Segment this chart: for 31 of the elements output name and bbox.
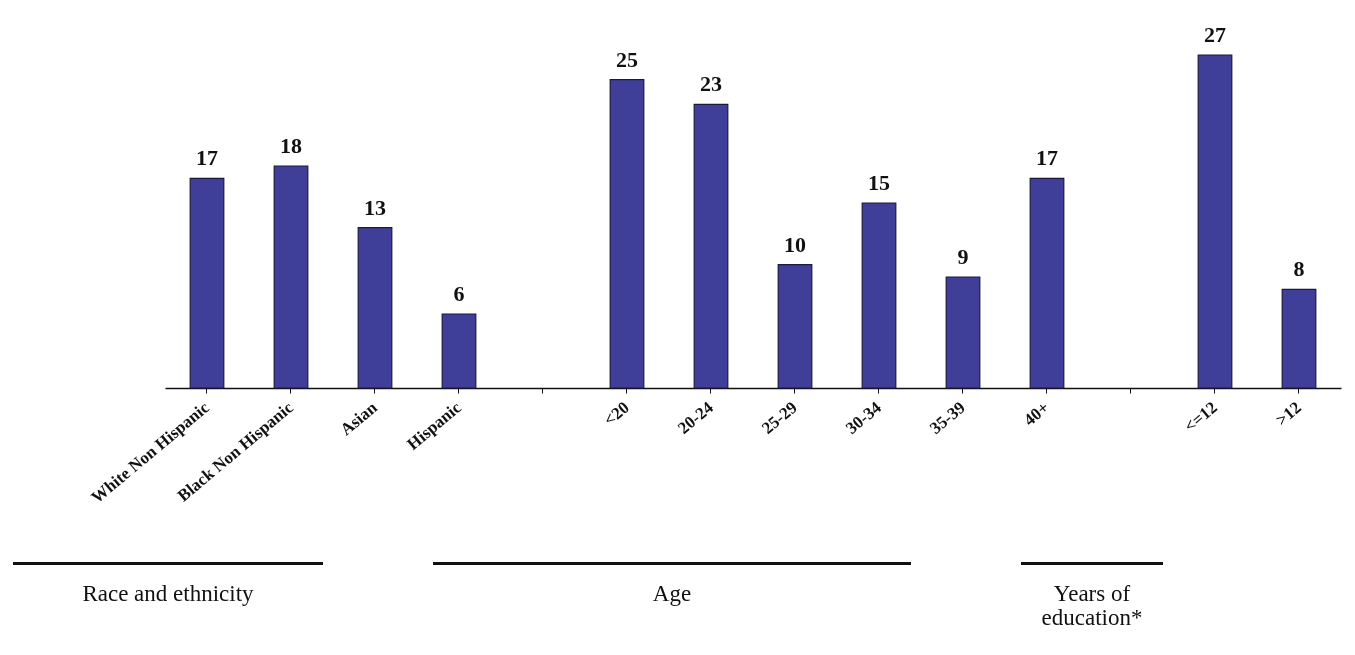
x-tick-label: <=12 bbox=[1180, 397, 1221, 436]
data-label: 6 bbox=[453, 281, 465, 306]
data-label: 10 bbox=[784, 231, 806, 257]
bar bbox=[273, 165, 309, 389]
data-label: 15 bbox=[868, 170, 890, 195]
bar bbox=[945, 276, 981, 389]
bar bbox=[441, 313, 477, 389]
bar bbox=[1029, 177, 1065, 389]
data-label: 9 bbox=[957, 244, 969, 269]
bar bbox=[777, 264, 813, 389]
bar bbox=[693, 103, 729, 389]
data-label: 17 bbox=[1036, 145, 1058, 171]
data-label: 8 bbox=[1293, 256, 1305, 282]
data-label: 23 bbox=[700, 71, 722, 97]
x-tick-label: <20 bbox=[600, 397, 633, 430]
bar bbox=[189, 177, 225, 389]
bar bbox=[1197, 54, 1233, 389]
bar bbox=[609, 79, 645, 389]
bar bbox=[1281, 288, 1317, 389]
x-tick-label: >12 bbox=[1272, 397, 1305, 430]
text: Age bbox=[651, 581, 693, 606]
data-label: 27 bbox=[1204, 22, 1226, 47]
data-label: 13 bbox=[364, 194, 386, 220]
bar bbox=[357, 227, 393, 389]
bar bbox=[861, 202, 897, 389]
data-label: 18 bbox=[280, 133, 302, 158]
data-label: 17 bbox=[196, 145, 218, 171]
x-tick-label: 40+ bbox=[1020, 397, 1053, 430]
text: Race and ethnicity bbox=[81, 581, 255, 606]
text: Years of education* bbox=[1040, 581, 1144, 630]
data-label: 25 bbox=[616, 46, 638, 72]
